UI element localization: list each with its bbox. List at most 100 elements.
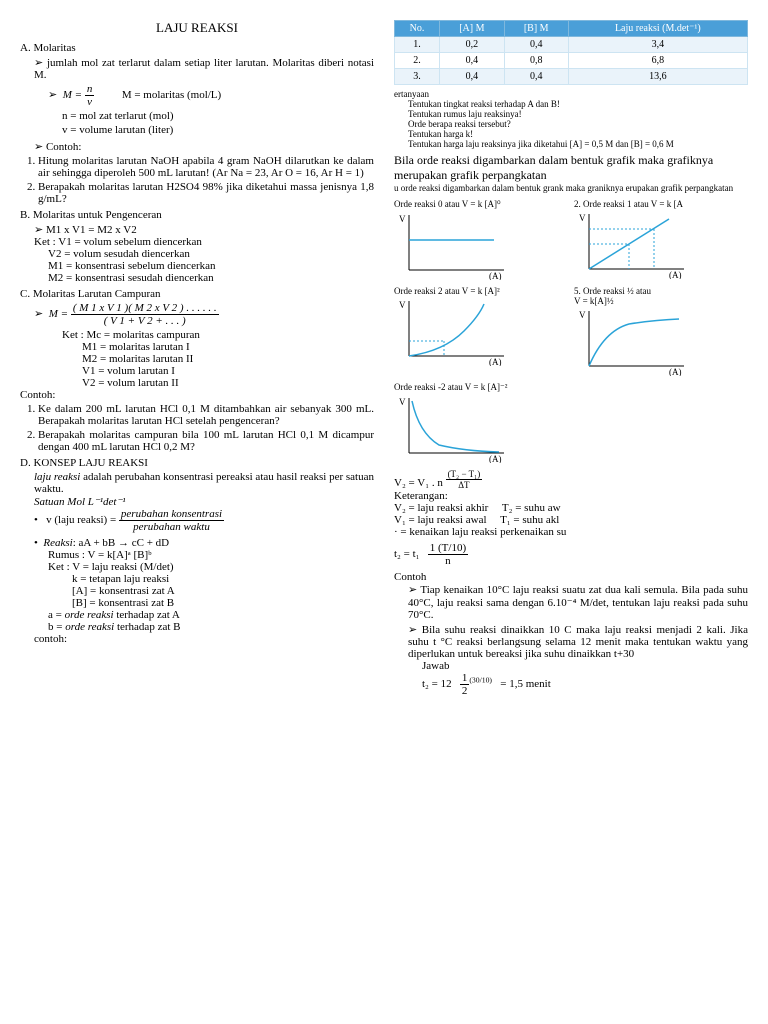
- a-formula: ➢ M = nv M = molaritas (mol/L): [48, 83, 374, 108]
- pertanyaan-label: ertanyaan: [394, 89, 748, 99]
- t2-num: 1 (T/10): [428, 542, 468, 555]
- d-p1-italic: laju reaksi: [34, 471, 80, 483]
- b-k2: V2 = volum sesudah diencerkan: [48, 248, 374, 260]
- d-ket-label: Ket :: [48, 561, 70, 573]
- svg-text:(A): (A): [489, 271, 502, 280]
- a-contoh-2: Berapakah molaritas larutan H2SO4 98% ji…: [38, 181, 374, 205]
- d-v-den: perubahan waktu: [133, 521, 210, 533]
- q2: Tentukan rumus laju reaksinya!: [408, 109, 748, 119]
- table-row: 3.0,40,413,6: [395, 69, 748, 85]
- c-contoh-2: Berapakah molaritas campuran bila 100 mL…: [38, 429, 374, 453]
- chart1-svg: V (A): [394, 210, 514, 280]
- chart-orde-neg2: Orde reaksi -2 atau V = k [A]⁻² V (A): [394, 382, 568, 463]
- chart4-svg: V (A): [574, 306, 694, 376]
- d-ket: Ket : V = laju reaksi (M/det): [48, 561, 374, 573]
- d-reaksi-eq: : aA + bB → cC + dD: [73, 537, 169, 549]
- q3: Orde berapa reaksi tersebut?: [408, 119, 748, 129]
- contoh-r-jawab: Jawab: [422, 660, 748, 672]
- chart-orde-0: Orde reaksi 0 atau V = k [A]⁰ V (A): [394, 199, 568, 280]
- svg-text:(A): (A): [669, 270, 682, 279]
- chart5-label: Orde reaksi -2 atau V = k [A]⁻²: [394, 382, 568, 393]
- contoh-r-ans: t₂ = 12 12(30/10) = 1,5 menit: [422, 672, 748, 697]
- th-no: No.: [395, 21, 440, 37]
- ans-rhs: = 1,5 menit: [500, 678, 551, 690]
- chart-orde-half: 5. Orde reaksi ½ atau V = k[A]½ V (A): [574, 286, 748, 376]
- d-k4: [B] = konsentrasi zat B: [72, 597, 374, 609]
- ans-num: 1: [460, 672, 470, 685]
- reaction-table: No. [A] M [B] M Laju reaksi (M.det⁻¹) 1.…: [394, 20, 748, 85]
- v2-den: ΔT: [446, 480, 483, 490]
- c-formula: ➢ M = ( M 1 x V 1 )( M 2 x V 2 ) . . . .…: [34, 302, 374, 327]
- d-rumus: Rumus : V = k[A]ᵃ [B]ᵇ: [48, 549, 374, 561]
- d-v-num: perubahan konsentrasi: [121, 508, 222, 520]
- a-bullet1: jumlah mol zat terlarut dalam setiap lit…: [34, 56, 374, 81]
- chart-orde-2: Orde reaksi 2 atau V = k [A]² V (A): [394, 286, 568, 376]
- c-k1: M1 = molaritas larutan I: [82, 341, 374, 353]
- c-eq-lhs: M =: [49, 308, 68, 320]
- chart4-label-a: 5. Orde reaksi ½ atau: [574, 286, 748, 296]
- c-k3: V1 = volum larutan I: [82, 365, 374, 377]
- c-ket: Ket : Mc = molaritas campuran: [62, 329, 374, 341]
- ket-r1b: T₂ = suhu aw: [502, 502, 561, 514]
- a-formula-rhs: M = molaritas (mol/L): [122, 89, 221, 101]
- a-line-n: n = mol zat terlarut (mol): [62, 110, 374, 122]
- table-row: 2.0,40,86,8: [395, 53, 748, 69]
- ket-row3: · = kenaikan laju reaksi perkenaikan su: [394, 526, 748, 538]
- ket-r2a: V₁ = laju reaksi awal: [394, 514, 487, 526]
- contoh-r-b2: Bila suhu reaksi dinaikkan 10 C maka laj…: [408, 623, 748, 660]
- chart2-label: 2. Orde reaksi 1 atau V = k [A: [574, 199, 748, 209]
- b-k4: M2 = konsentrasi sesudah diencerkan: [48, 272, 374, 284]
- d-satuan: Satuan Mol L⁻¹det⁻¹: [34, 496, 126, 508]
- grafik-heading: Bila orde reaksi digambarkan dalam bentu…: [394, 153, 748, 183]
- c-ket-label: Ket :: [62, 329, 84, 341]
- c-k0: Mc = molaritas campuran: [86, 329, 199, 341]
- c-contoh-1: Ke dalam 200 mL larutan HCl 0,1 M ditamb…: [38, 403, 374, 427]
- svg-text:V: V: [579, 213, 586, 223]
- d-k3: [A] = konsentrasi zat A: [72, 585, 374, 597]
- d-vformula: • v (laju reaksi) = perubahan konsentras…: [34, 508, 374, 533]
- d-k6: b = orde reaksi terhadap zat B: [48, 621, 374, 633]
- svg-text:V: V: [579, 310, 586, 320]
- svg-text:(A): (A): [489, 357, 502, 366]
- contoh-r-b1: Tiap kenaikan 10°C laju reaksi suatu zat…: [408, 583, 748, 621]
- t2-formula: t₂ = t₁ 1 (T/10)n: [394, 542, 748, 567]
- chart3-label: Orde reaksi 2 atau V = k [A]²: [394, 286, 568, 296]
- chart5-svg: V (A): [394, 393, 514, 463]
- v2-lhs: V₂ = V₁ . n: [394, 477, 443, 489]
- q5: Tentukan harga laju reaksinya jika diket…: [408, 139, 748, 149]
- d-contoh-label: contoh:: [34, 633, 374, 645]
- d-reaksi-label: Reaksi: [43, 537, 72, 549]
- c-eq-num: ( M 1 x V 1 )( M 2 x V 2 ) . . . . . .: [71, 302, 219, 315]
- svg-text:V: V: [399, 300, 406, 310]
- d-p1-rest: adalah perubahan konsentrasi pereaksi at…: [34, 471, 374, 495]
- t2-den: n: [428, 555, 468, 567]
- b-ket-label: Ket :: [34, 236, 56, 248]
- d-k1: V = laju reaksi (M/det): [72, 561, 173, 573]
- page-title: LAJU REAKSI: [20, 20, 374, 36]
- table-row: 1.0,20,43,4: [395, 37, 748, 53]
- ans-lhs: t₂ = 12: [422, 678, 452, 690]
- d-reaksi: • Reaksi: aA + bB → cC + dD: [34, 537, 374, 549]
- b-eq: M1 x V1 = M2 x V2: [34, 223, 374, 236]
- chart2-svg: V (A): [574, 209, 694, 279]
- ket-r1a: V₂ = laju reaksi akhir: [394, 502, 488, 514]
- chart4-label-b: V = k[A]½: [574, 296, 748, 306]
- ket-row2: V₁ = laju reaksi awal T₁ = suhu akl: [394, 514, 748, 526]
- ans-den: 2: [460, 685, 470, 697]
- ans-exp: (30/10): [469, 675, 492, 684]
- q1: Tentukan tingkat reaksi terhadap A dan B…: [408, 99, 748, 109]
- ket-row1: V₂ = laju reaksi akhir T₂ = suhu aw: [394, 502, 748, 514]
- a-formula-den: v: [85, 96, 95, 108]
- v2-formula: V₂ = V₁ . n (T₂ − T₁)ΔT: [394, 469, 748, 490]
- b-k1: V1 = volum sebelum diencerkan: [58, 236, 202, 248]
- a-contoh-label: Contoh:: [34, 140, 374, 153]
- grafik-sub: u orde reaksi digambarkan dalam bentuk g…: [394, 183, 748, 193]
- section-c-label: C. Molaritas Larutan Campuran: [20, 288, 374, 300]
- t2-lhs: t₂ = t₁: [394, 548, 420, 560]
- section-d-label: D. KONSEP LAJU REAKSI: [20, 457, 374, 469]
- c-eq-den: ( V 1 + V 2 + . . . ): [71, 315, 219, 327]
- a-contoh-1: Hitung molaritas larutan NaOH apabila 4 …: [38, 155, 374, 179]
- c-k4: V2 = volum larutan II: [82, 377, 374, 389]
- th-b: [B] M: [504, 21, 568, 37]
- chart3-svg: V (A): [394, 296, 514, 366]
